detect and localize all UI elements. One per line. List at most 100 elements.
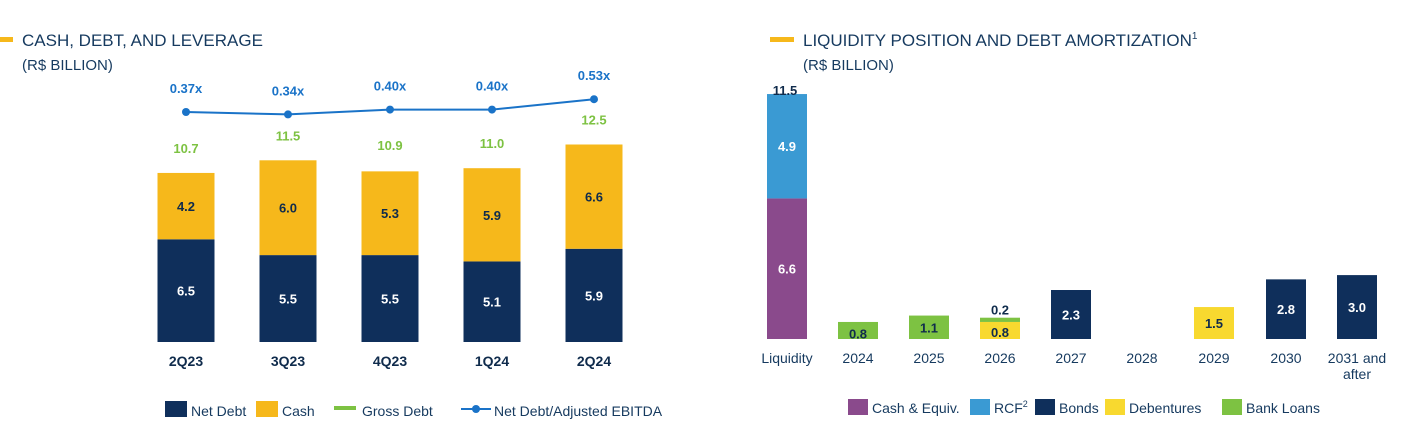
net-debt-bar — [157, 239, 215, 342]
legend-label-cash: Cash — [282, 403, 315, 419]
left-chart-marks: 6.5 4.2 10.7 2Q23 5.5 6.0 11.5 3Q23 5.5 5.3 10.9 4Q… — [157, 68, 623, 369]
legend-swatch-ratio-point — [472, 405, 480, 413]
left-title-accent — [0, 37, 13, 42]
cash-equiv-bar — [767, 198, 807, 339]
category-label: 3Q23 — [271, 353, 305, 369]
gross-debt-value-label: 10.9 — [377, 138, 402, 153]
right-chart-subtitle: (R$ BILLION) — [803, 57, 894, 74]
cash-bar — [259, 160, 317, 256]
legend-label-cash-equiv: Cash & Equiv. — [872, 400, 960, 416]
net-debt-value-label: 5.5 — [381, 292, 399, 307]
debentures-bar — [980, 321, 1020, 339]
legend-swatch-net-debt — [165, 401, 187, 417]
net-debt-bar — [259, 255, 317, 342]
legend-swatch-bonds — [1035, 399, 1055, 415]
net-debt-value-label: 5.9 — [585, 288, 603, 303]
category-label: 2026 — [984, 350, 1015, 366]
legend-label-gross-debt: Gross Debt — [362, 403, 433, 419]
category-label: 2029 — [1198, 350, 1229, 366]
category-label: 2030 — [1270, 350, 1301, 366]
gross-debt-value-label: 12.5 — [581, 113, 606, 128]
category-label: 2025 — [913, 350, 944, 366]
gross-debt-value-label: 10.7 — [173, 141, 198, 156]
category-label: 2028 — [1126, 350, 1157, 366]
bank-loans-value-label: 1.1 — [920, 320, 938, 335]
ratio-point — [590, 95, 598, 104]
bank-loans-bar — [838, 321, 878, 339]
right-chart-title-text: LIQUIDITY POSITION AND DEBT AMORTIZATION — [803, 31, 1192, 50]
category-label-line: after — [1343, 366, 1371, 382]
legend-swatch-debentures — [1105, 399, 1125, 415]
legend-swatch-cash — [256, 401, 278, 417]
ratio-value-label: 0.37x — [170, 81, 203, 96]
debentures-bar — [1194, 307, 1234, 339]
right-chart-title-sup: 1 — [1192, 31, 1198, 42]
net-debt-value-label: 5.5 — [279, 292, 297, 307]
legend-swatch-bank-loans — [1222, 399, 1242, 415]
cash-bar — [157, 172, 215, 240]
legend-label-debentures: Debentures — [1129, 400, 1201, 416]
right-chart-legend: Cash & Equiv. RCF2 Bonds Debentures Bank Loa… — [848, 399, 1320, 416]
bank-loans-value-label: 0.8 — [849, 326, 867, 341]
cash-value-label: 6.0 — [279, 201, 297, 216]
ratio-value-label: 0.34x — [272, 83, 305, 98]
legend-label-bonds: Bonds — [1059, 400, 1099, 416]
category-label: 2027 — [1055, 350, 1086, 366]
left-chart-legend: Net Debt Cash Gross Debt Net Debt/Adjusted … — [165, 401, 663, 419]
ratio-point — [488, 105, 496, 114]
cash-value-label: 5.3 — [381, 206, 399, 221]
ratio-point — [182, 108, 190, 116]
legend-label-ratio: Net Debt/Adjusted EBITDA — [494, 403, 663, 419]
cash-value-label: 5.9 — [483, 208, 501, 223]
debentures-value-label: 0.8 — [991, 325, 1009, 340]
legend-label-text: Bonds — [1059, 400, 1099, 416]
cash-bar — [565, 144, 623, 249]
left-chart-title: CASH, DEBT, AND LEVERAGE — [22, 31, 263, 50]
cash-equiv-value-label: 6.6 — [778, 262, 796, 277]
category-label: Liquidity — [761, 350, 812, 366]
bonds-value-label: 2.8 — [1277, 302, 1295, 317]
ratio-point — [284, 110, 292, 119]
ratio-value-label: 0.53x — [578, 68, 611, 83]
bonds-bar — [1051, 290, 1091, 339]
category-label: 2024 — [842, 350, 873, 366]
ratio-point — [386, 105, 394, 114]
net-debt-value-label: 6.5 — [177, 284, 195, 299]
category-label: 1Q24 — [475, 353, 509, 369]
net-debt-value-label: 5.1 — [483, 295, 501, 310]
legend-label-text: Cash & Equiv. — [872, 400, 960, 416]
legend-swatch-cash-equiv — [848, 399, 868, 415]
rcf-bar — [767, 94, 807, 199]
legend-label-rcf: RCF2 — [994, 399, 1028, 416]
bank-loans-bar — [980, 317, 1020, 322]
debentures-value-label: 1.5 — [1205, 316, 1223, 331]
category-label: 4Q23 — [373, 353, 407, 369]
legend-swatch-rcf — [970, 399, 990, 415]
rcf-value-label: 4.9 — [778, 139, 796, 154]
ratio-value-label: 0.40x — [476, 79, 509, 94]
category-label: 2Q24 — [577, 353, 611, 369]
net-debt-bar — [565, 248, 623, 342]
legend-label-net-debt: Net Debt — [191, 403, 246, 419]
liquidity-total-label: 11.5 — [773, 83, 798, 98]
legend-label-text: RCF — [994, 400, 1023, 416]
right-title-accent — [770, 37, 794, 42]
net-debt-bar — [463, 261, 521, 342]
ratio-value-label: 0.40x — [374, 79, 407, 94]
legend-label-bank-loans: Bank Loans — [1246, 400, 1320, 416]
bonds-bar — [1337, 275, 1377, 339]
legend-label-sup: 2 — [1023, 399, 1028, 409]
gross-debt-value-label: 11.5 — [276, 128, 301, 143]
right-chart-title: LIQUIDITY POSITION AND DEBT AMORTIZATION… — [803, 31, 1198, 50]
net-debt-bar — [361, 255, 419, 342]
category-label-line: 2031 and — [1328, 350, 1386, 366]
cash-value-label: 4.2 — [177, 199, 195, 214]
legend-label-text: Debentures — [1129, 400, 1201, 416]
gross-debt-value-label: 11.0 — [480, 136, 505, 151]
bonds-value-label: 2.3 — [1062, 308, 1080, 323]
category-label: 2031 and after — [1328, 350, 1386, 382]
bank-loans-value-label: 0.2 — [991, 303, 1009, 318]
cash-bar — [463, 168, 521, 262]
bank-loans-bar — [909, 315, 949, 339]
